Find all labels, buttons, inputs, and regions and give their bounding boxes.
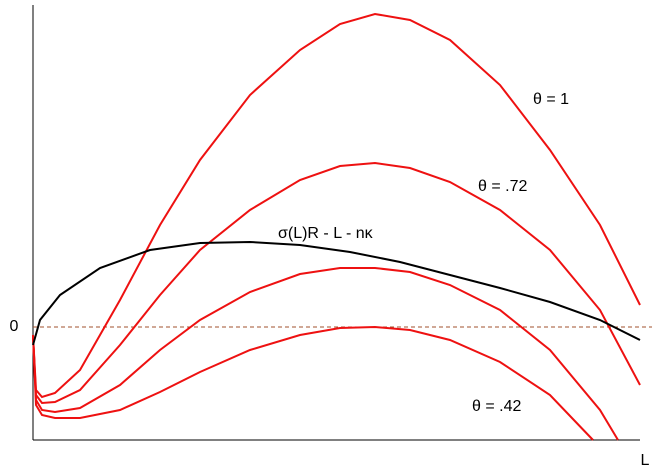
- curve-label: σ(L)R - L - nκ: [278, 225, 374, 242]
- curve-label: θ = .42: [472, 398, 521, 415]
- curve: [32, 161, 641, 405]
- curve: [32, 12, 641, 399]
- curve-label: θ = .72: [478, 178, 527, 195]
- curve-label: θ = 1: [533, 91, 569, 108]
- curve: [32, 267, 619, 441]
- x-axis-label: L: [641, 452, 650, 469]
- curve: [32, 240, 641, 346]
- y-tick-label: 0: [10, 318, 19, 335]
- curve: [32, 325, 594, 441]
